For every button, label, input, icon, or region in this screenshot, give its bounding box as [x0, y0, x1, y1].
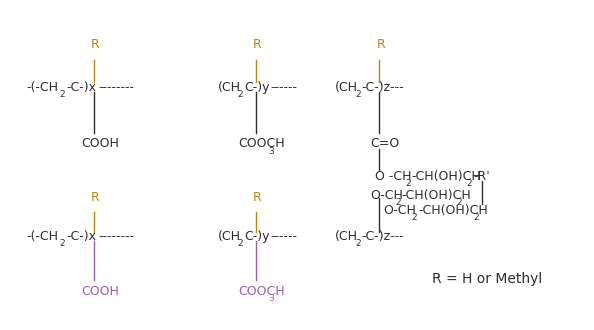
Text: 2: 2	[60, 90, 65, 99]
Text: ------: ------	[270, 81, 298, 94]
Text: R: R	[253, 191, 261, 204]
Text: -C-)z---: -C-)z---	[362, 230, 405, 243]
Text: -R': -R'	[473, 170, 490, 183]
Text: 2: 2	[473, 213, 479, 222]
Text: R: R	[91, 39, 100, 51]
Text: --------: --------	[98, 230, 134, 243]
Text: C=O: C=O	[371, 137, 400, 150]
Text: O -CH: O -CH	[375, 170, 411, 183]
Text: 2: 2	[60, 239, 65, 248]
Text: C-)y: C-)y	[244, 230, 270, 243]
Text: 2: 2	[395, 198, 401, 208]
Text: (CH: (CH	[217, 230, 241, 243]
Text: 3: 3	[268, 147, 274, 155]
Text: 2: 2	[238, 239, 243, 248]
Text: COOH: COOH	[81, 285, 119, 298]
Text: -CH(OH)CH: -CH(OH)CH	[412, 170, 482, 183]
Text: 2: 2	[405, 179, 411, 188]
Text: R: R	[377, 39, 385, 51]
Text: C-)y: C-)y	[244, 81, 270, 94]
Text: R: R	[91, 191, 100, 204]
Text: -C-)z---: -C-)z---	[362, 81, 405, 94]
Text: ------: ------	[270, 230, 298, 243]
Text: R: R	[253, 39, 261, 51]
Text: (CH: (CH	[335, 230, 358, 243]
Text: O-CH: O-CH	[371, 189, 403, 202]
Text: --------: --------	[98, 81, 134, 94]
Text: R = H or Methyl: R = H or Methyl	[432, 272, 542, 285]
Text: 2: 2	[355, 90, 361, 99]
Text: -(-CH: -(-CH	[26, 81, 58, 94]
Text: O-CH: O-CH	[384, 204, 416, 217]
Text: -CH(OH)CH: -CH(OH)CH	[418, 204, 488, 217]
Text: 2: 2	[456, 198, 462, 208]
Text: 2: 2	[412, 213, 418, 222]
Text: COOH: COOH	[81, 137, 119, 150]
Text: 2: 2	[238, 90, 243, 99]
Text: COOCH: COOCH	[238, 137, 285, 150]
Text: (CH: (CH	[335, 81, 358, 94]
Text: -C-)x: -C-)x	[67, 230, 96, 243]
Text: COOCH: COOCH	[238, 285, 285, 298]
Text: -(-CH: -(-CH	[26, 230, 58, 243]
Text: -CH(OH)CH: -CH(OH)CH	[402, 189, 472, 202]
Text: 3: 3	[268, 294, 274, 303]
Text: (CH: (CH	[217, 81, 241, 94]
Text: -C-)x: -C-)x	[67, 81, 96, 94]
Text: 2: 2	[355, 239, 361, 248]
Text: 2: 2	[466, 179, 472, 188]
